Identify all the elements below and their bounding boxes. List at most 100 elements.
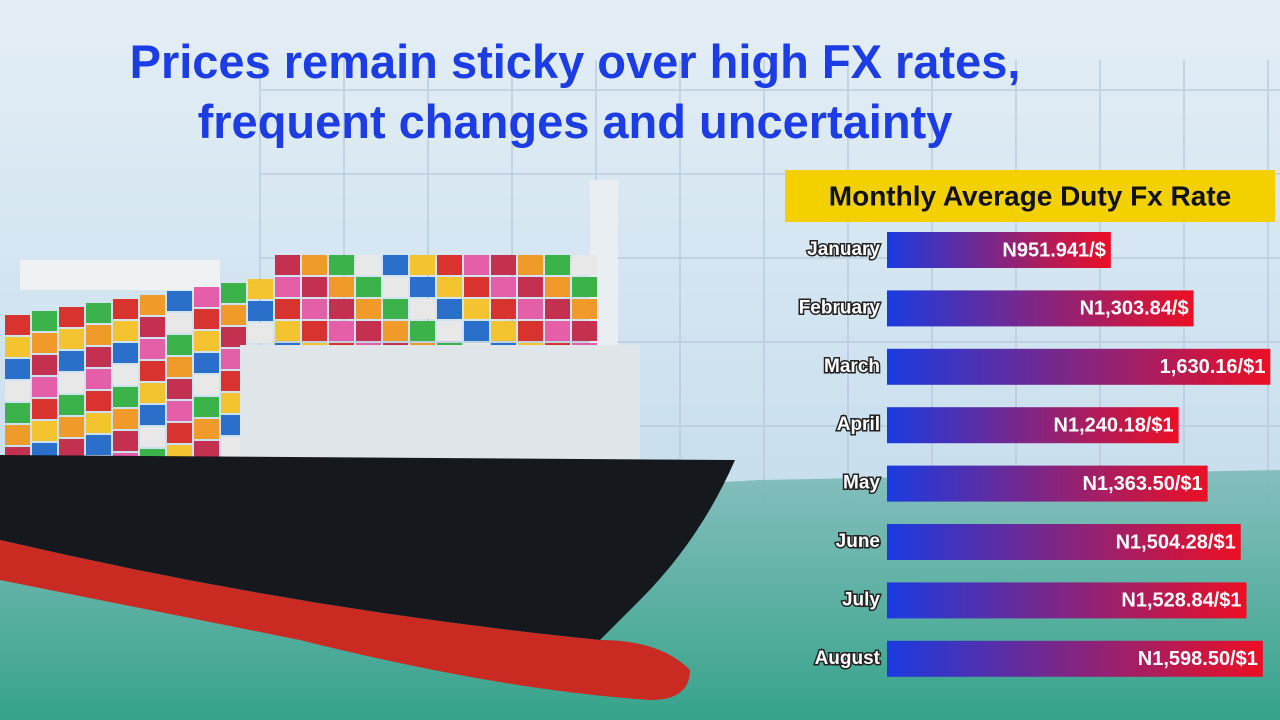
container	[194, 419, 219, 439]
container	[59, 307, 84, 327]
ship	[0, 180, 735, 700]
container	[167, 313, 192, 333]
container	[491, 255, 516, 275]
container	[167, 423, 192, 443]
category-label: May	[843, 473, 880, 494]
container	[113, 321, 138, 341]
container	[5, 403, 30, 423]
container	[221, 393, 246, 413]
container	[464, 299, 489, 319]
container	[572, 277, 597, 297]
container	[140, 427, 165, 447]
container	[572, 299, 597, 319]
subtitle-box	[785, 170, 1275, 222]
subtitle: Monthly Average Duty Fx Rate	[829, 180, 1231, 211]
container	[302, 255, 327, 275]
container	[194, 309, 219, 329]
container	[140, 361, 165, 381]
container	[86, 391, 111, 411]
container	[86, 347, 111, 367]
value-label: N1,598.50/$1	[1138, 648, 1258, 670]
container	[437, 321, 462, 341]
container	[491, 299, 516, 319]
container	[491, 277, 516, 297]
container	[194, 353, 219, 373]
container	[221, 437, 246, 457]
container	[167, 401, 192, 421]
container	[248, 323, 273, 343]
container	[59, 439, 84, 459]
container	[383, 255, 408, 275]
container	[194, 287, 219, 307]
container	[437, 299, 462, 319]
category-label: April	[837, 414, 880, 435]
container	[464, 321, 489, 341]
bar	[887, 232, 1111, 268]
container	[86, 435, 111, 455]
container	[275, 277, 300, 297]
container	[383, 321, 408, 341]
container	[410, 277, 435, 297]
container	[140, 405, 165, 425]
container	[5, 359, 30, 379]
container	[86, 325, 111, 345]
container	[545, 321, 570, 341]
container	[518, 255, 543, 275]
container	[194, 441, 219, 461]
container	[329, 299, 354, 319]
container	[518, 277, 543, 297]
container	[59, 395, 84, 415]
container	[140, 383, 165, 403]
value-label: N1,504.28/$1	[1116, 531, 1236, 553]
container	[113, 409, 138, 429]
bar	[887, 407, 1179, 444]
category-label: July	[842, 589, 880, 610]
bar	[887, 348, 1271, 385]
category-label: August	[815, 648, 881, 669]
category-label: June	[836, 531, 880, 552]
container	[356, 321, 381, 341]
container	[167, 335, 192, 355]
container	[5, 425, 30, 445]
bar	[887, 582, 1247, 619]
value-label: N1,363.50/$1	[1083, 473, 1203, 495]
container	[32, 355, 57, 375]
container	[572, 255, 597, 275]
container	[194, 397, 219, 417]
container	[464, 255, 489, 275]
bar	[887, 465, 1208, 502]
container	[518, 321, 543, 341]
container	[113, 299, 138, 319]
container	[140, 295, 165, 315]
container	[59, 373, 84, 393]
container	[5, 381, 30, 401]
container	[383, 299, 408, 319]
category-label: March	[824, 356, 880, 377]
container	[221, 371, 246, 391]
container	[545, 277, 570, 297]
container	[275, 299, 300, 319]
container	[140, 339, 165, 359]
container	[356, 277, 381, 297]
container	[59, 351, 84, 371]
container	[356, 255, 381, 275]
container	[167, 379, 192, 399]
container	[113, 343, 138, 363]
container	[113, 431, 138, 451]
title-line: Prices remain sticky over high FX rates,	[130, 35, 1021, 88]
container	[221, 349, 246, 369]
container	[221, 305, 246, 325]
container	[221, 327, 246, 347]
bar	[887, 640, 1263, 677]
container	[113, 387, 138, 407]
container	[356, 299, 381, 319]
container	[86, 369, 111, 389]
container	[329, 321, 354, 341]
container	[410, 299, 435, 319]
container	[167, 291, 192, 311]
value-label: N1,528.84/$1	[1121, 590, 1241, 612]
container	[329, 277, 354, 297]
value-label: N951.941/$	[1002, 239, 1105, 261]
container	[32, 333, 57, 353]
